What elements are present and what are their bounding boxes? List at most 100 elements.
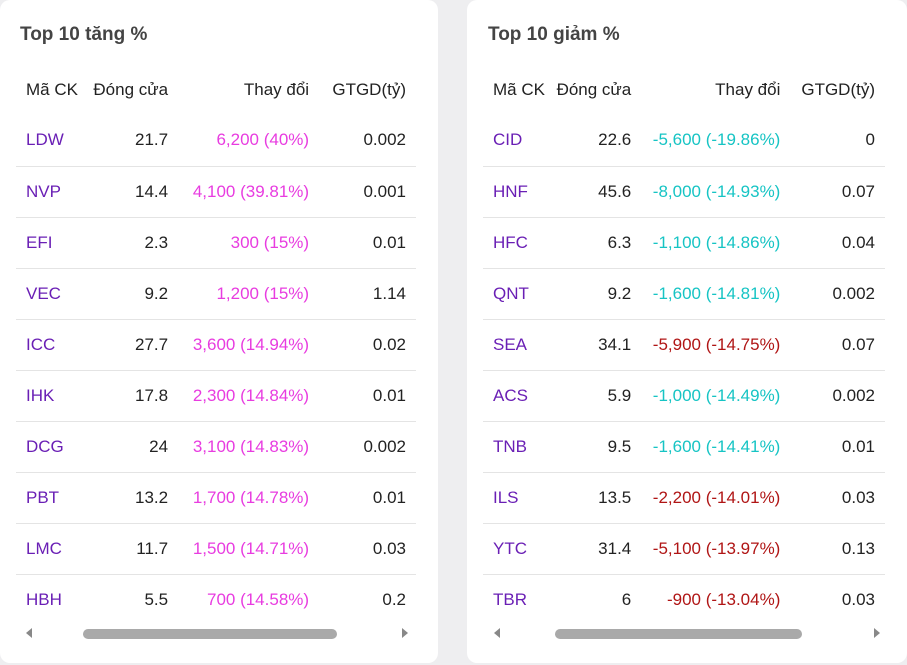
price-change: -5,600 (-19.86%) xyxy=(641,115,791,167)
price-change: 300 (15%) xyxy=(178,217,320,269)
header-code[interactable]: Mã CK xyxy=(493,79,545,99)
table-row[interactable]: VEC 9.2 1,200 (15%) 1.14 xyxy=(16,268,416,320)
table-row[interactable]: TBR 6 -900 (-13.04%) 0.03 xyxy=(483,574,885,625)
table-row[interactable]: QNT 9.2 -1,600 (-14.81%) 0.002 xyxy=(483,268,885,320)
price-change: 6,200 (40%) xyxy=(178,115,320,167)
scrollbar-thumb[interactable] xyxy=(83,629,337,639)
stock-code[interactable]: LMC xyxy=(16,523,91,575)
close-price: 9.5 xyxy=(555,421,642,473)
table-row[interactable]: HNF 45.6 -8,000 (-14.93%) 0.07 xyxy=(483,166,885,218)
close-price: 6 xyxy=(621,589,632,609)
trade-value: 0.01 xyxy=(319,370,416,422)
table-row[interactable]: EFI 2.3 300 (15%) 0.01 xyxy=(16,217,416,269)
stock-code[interactable]: HBH xyxy=(26,589,62,609)
gainers-table: Mã CK Đóng cửa Thay đổi GTGD(tỷ) LDW 21.7… xyxy=(16,64,416,625)
scrollbar-thumb[interactable] xyxy=(555,629,802,639)
table-row[interactable]: TNB 9.5 -1,600 (-14.41%) 0.01 xyxy=(483,421,885,473)
price-change: 1,200 (15%) xyxy=(178,268,320,320)
stock-code[interactable]: VEC xyxy=(16,268,91,320)
close-price: 24 xyxy=(90,421,179,473)
panel-title: Top 10 giảm % xyxy=(488,24,620,45)
table-row[interactable]: CID 22.6 -5,600 (-19.86%) 0 xyxy=(483,115,885,167)
price-change: 4,100 (39.81%) xyxy=(178,166,320,218)
header-value[interactable]: GTGD(tỷ) xyxy=(801,79,875,99)
losers-body: CID 22.6 -5,600 (-19.86%) 0 HNF 45.6 -8,000 (-… xyxy=(483,115,885,625)
table-row[interactable]: SEA 34.1 -5,900 (-14.75%) 0.07 xyxy=(483,319,885,371)
close-price: 14.4 xyxy=(90,166,179,218)
close-price: 11.7 xyxy=(90,523,179,575)
table-row[interactable]: ACS 5.9 -1,000 (-14.49%) 0.002 xyxy=(483,370,885,422)
close-price: 5.5 xyxy=(144,589,169,609)
scroll-right-arrow-icon[interactable] xyxy=(402,628,408,638)
close-price: 21.7 xyxy=(90,115,179,167)
table-row[interactable]: PBT 13.2 1,700 (14.78%) 0.01 xyxy=(16,472,416,524)
table-row[interactable]: YTC 31.4 -5,100 (-13.97%) 0.13 xyxy=(483,523,885,575)
table-row[interactable]: ICC 27.7 3,600 (14.94%) 0.02 xyxy=(16,319,416,371)
trade-value: 0.002 xyxy=(319,115,416,167)
table-row[interactable]: LDW 21.7 6,200 (40%) 0.002 xyxy=(16,115,416,167)
stock-code[interactable]: HFC xyxy=(483,217,556,269)
horizontal-scrollbar[interactable] xyxy=(488,623,886,643)
header-code[interactable]: Mã CK xyxy=(26,79,78,99)
price-change: -5,100 (-13.97%) xyxy=(641,523,791,575)
trade-value: 1.14 xyxy=(319,268,416,320)
header-close[interactable]: Đóng cửa xyxy=(556,79,632,99)
table-row[interactable]: DCG 24 3,100 (14.83%) 0.002 xyxy=(16,421,416,473)
price-change: -1,000 (-14.49%) xyxy=(641,370,791,422)
stock-code[interactable]: PBT xyxy=(16,472,91,524)
price-change: -1,600 (-14.41%) xyxy=(641,421,791,473)
table-row[interactable]: IHK 17.8 2,300 (14.84%) 0.01 xyxy=(16,370,416,422)
trade-value: 0.2 xyxy=(382,589,406,609)
price-change: -1,100 (-14.86%) xyxy=(641,217,791,269)
scroll-left-arrow-icon[interactable] xyxy=(494,628,500,638)
top-gainers-panel: Top 10 tăng % Mã CK Đóng cửa Thay đổi GT… xyxy=(0,0,438,663)
trade-value: 0.07 xyxy=(790,319,885,371)
stock-code[interactable]: QNT xyxy=(483,268,556,320)
horizontal-scrollbar[interactable] xyxy=(20,623,414,643)
trade-value: 0.04 xyxy=(790,217,885,269)
close-price: 34.1 xyxy=(555,319,642,371)
trade-value: 0.01 xyxy=(790,421,885,473)
price-change: -2,200 (-14.01%) xyxy=(641,472,791,524)
stock-code[interactable]: ICC xyxy=(16,319,91,371)
trade-value: 0.07 xyxy=(790,166,885,218)
stock-code[interactable]: LDW xyxy=(16,115,91,167)
close-price: 2.3 xyxy=(90,217,179,269)
trade-value: 0.01 xyxy=(319,217,416,269)
table-row[interactable]: ILS 13.5 -2,200 (-14.01%) 0.03 xyxy=(483,472,885,524)
price-change: -8,000 (-14.93%) xyxy=(641,166,791,218)
table-row[interactable]: HFC 6.3 -1,100 (-14.86%) 0.04 xyxy=(483,217,885,269)
price-change: 1,700 (14.78%) xyxy=(178,472,320,524)
close-price: 9.2 xyxy=(555,268,642,320)
stock-code[interactable]: ILS xyxy=(483,472,556,524)
close-price: 27.7 xyxy=(90,319,179,371)
losers-table: Mã CK Đóng cửa Thay đổi GTGD(tỷ) CID 22.6… xyxy=(483,64,885,625)
stock-code[interactable]: ACS xyxy=(483,370,556,422)
header-change[interactable]: Thay đổi xyxy=(243,79,310,99)
stock-code[interactable]: SEA xyxy=(483,319,556,371)
trade-value: 0.002 xyxy=(790,370,885,422)
close-price: 9.2 xyxy=(90,268,179,320)
header-change[interactable]: Thay đổi xyxy=(715,79,781,99)
header-value[interactable]: GTGD(tỷ) xyxy=(332,79,406,99)
close-price: 17.8 xyxy=(90,370,179,422)
stock-code[interactable]: TNB xyxy=(483,421,556,473)
stock-code[interactable]: YTC xyxy=(483,523,556,575)
price-change: 3,600 (14.94%) xyxy=(178,319,320,371)
table-row[interactable]: HBH 5.5 700 (14.58%) 0.2 xyxy=(16,574,416,625)
stock-code[interactable]: TBR xyxy=(493,589,527,609)
header-close[interactable]: Đóng cửa xyxy=(93,79,169,99)
stock-code[interactable]: DCG xyxy=(16,421,91,473)
table-row[interactable]: NVP 14.4 4,100 (39.81%) 0.001 xyxy=(16,166,416,218)
table-row[interactable]: LMC 11.7 1,500 (14.71%) 0.03 xyxy=(16,523,416,575)
close-price: 6.3 xyxy=(555,217,642,269)
stock-code[interactable]: HNF xyxy=(483,166,556,218)
trade-value: 0.03 xyxy=(790,472,885,524)
stock-code[interactable]: EFI xyxy=(16,217,91,269)
stock-code[interactable]: IHK xyxy=(16,370,91,422)
scroll-right-arrow-icon[interactable] xyxy=(874,628,880,638)
scroll-left-arrow-icon[interactable] xyxy=(26,628,32,638)
stock-code[interactable]: NVP xyxy=(16,166,91,218)
stock-code[interactable]: CID xyxy=(483,115,556,167)
price-change: 2,300 (14.84%) xyxy=(178,370,320,422)
